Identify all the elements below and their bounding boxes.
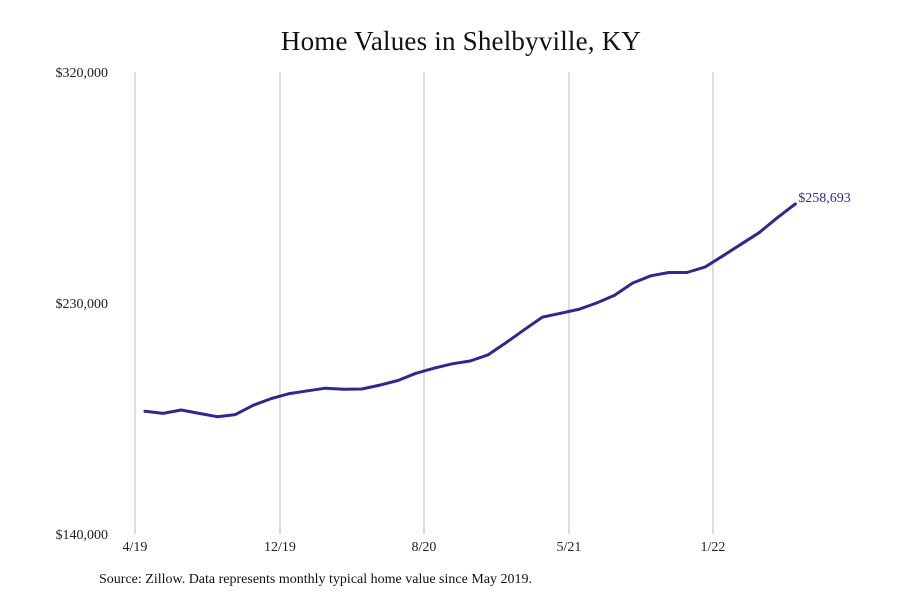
data-point (179, 408, 183, 412)
data-point (793, 202, 797, 206)
y-tick-label: $320,000 (56, 66, 109, 81)
data-point (721, 254, 725, 258)
data-point (468, 359, 472, 363)
chart-title: Home Values in Shelbyville, KY (280, 26, 642, 56)
data-point (504, 341, 508, 344)
data-point (378, 383, 382, 387)
data-point (649, 274, 653, 278)
source-note: Source: Zillow. Data represents monthly … (99, 572, 532, 587)
data-point (215, 415, 219, 419)
data-point (667, 271, 671, 274)
y-axis-tick-labels: $140,000 $230,000 $320,000 (56, 66, 109, 543)
data-point (270, 397, 273, 400)
data-point (342, 387, 346, 391)
data-points (143, 202, 797, 419)
data-point (288, 392, 291, 395)
gridlines (134, 72, 714, 534)
data-point (739, 242, 743, 246)
data-point (757, 231, 761, 235)
x-tick-label: 12/19 (264, 540, 296, 555)
data-point (775, 216, 779, 220)
data-point (595, 301, 598, 305)
data-point (703, 265, 707, 269)
x-tick-label: 8/20 (412, 540, 437, 555)
y-tick-label: $230,000 (56, 297, 109, 312)
data-point (143, 409, 147, 413)
data-point (685, 271, 689, 274)
data-point (559, 311, 562, 315)
data-point (432, 366, 436, 370)
data-point (631, 281, 635, 285)
data-point (450, 362, 454, 366)
data-point (577, 308, 580, 311)
x-tick-label: 5/21 (557, 540, 582, 555)
data-point (522, 328, 526, 332)
data-point (360, 387, 364, 391)
data-point (306, 389, 309, 393)
data-point (396, 379, 400, 382)
data-point (197, 412, 201, 415)
data-point (252, 403, 255, 407)
x-axis-tick-labels: 4/19 12/19 8/20 5/21 1/22 (123, 540, 726, 555)
data-point (161, 412, 165, 415)
data-point (414, 371, 418, 375)
x-tick-label: 1/22 (701, 540, 726, 555)
data-point (233, 413, 237, 416)
x-tick-label: 4/19 (123, 540, 148, 555)
data-point (324, 386, 327, 390)
data-point (486, 353, 490, 357)
data-point (613, 293, 616, 297)
series-line-home-value (143, 202, 797, 419)
end-value-label: $258,693 (798, 191, 851, 206)
y-tick-label: $140,000 (56, 528, 109, 543)
data-point (541, 315, 544, 319)
